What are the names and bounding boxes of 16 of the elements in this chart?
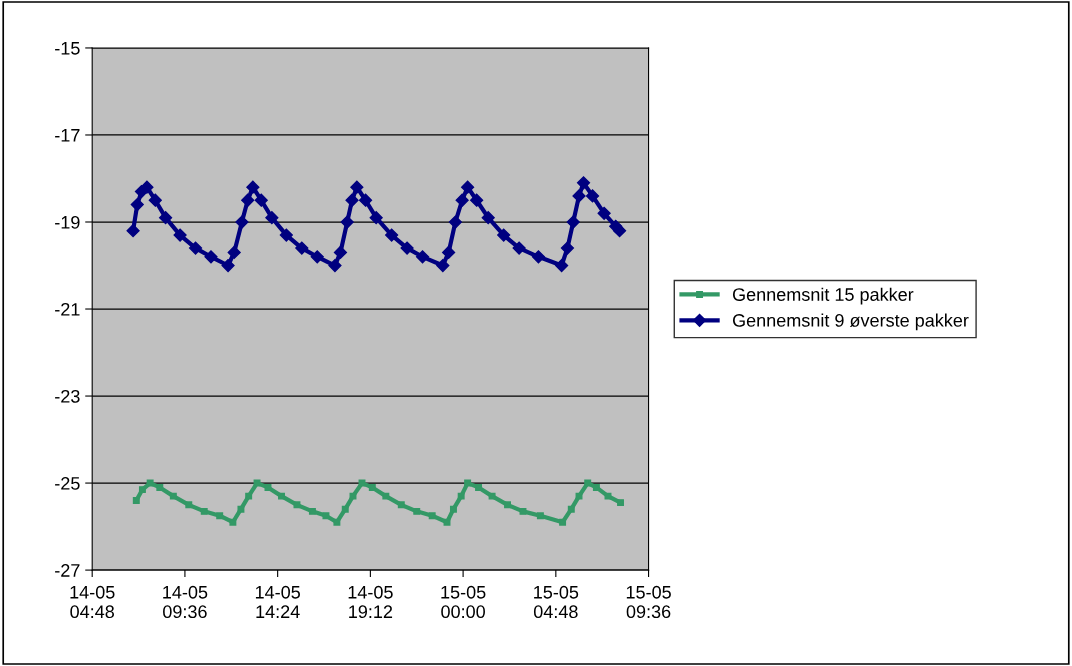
x-tick-label: 14-05 19:12 (348, 585, 393, 619)
x-tick-label: 15-05 04:48 (533, 585, 579, 619)
y-tick-label: -27 (55, 564, 80, 577)
x-tick-label: 14-05 04:48 (70, 585, 115, 619)
x-tick-label: 15-05 09:36 (626, 585, 671, 619)
y-tick-label: -17 (55, 129, 80, 142)
y-tick-label: -21 (55, 302, 80, 316)
x-tick-label: 14-05 14:24 (255, 585, 300, 618)
y-tick-label: -15 (55, 42, 80, 55)
legend-label: Gennemsnit 15 pakker (732, 287, 914, 305)
y-tick-label: -19 (55, 215, 80, 229)
x-tick-label: 14-05 09:36 (163, 585, 208, 619)
y-tick-label: -25 (55, 477, 80, 490)
y-tick-label: -23 (55, 389, 80, 403)
legend-label: Gennemsnit 9 øverste pakker (732, 313, 969, 331)
x-tick-label: 15-05 00:00 (441, 585, 486, 619)
